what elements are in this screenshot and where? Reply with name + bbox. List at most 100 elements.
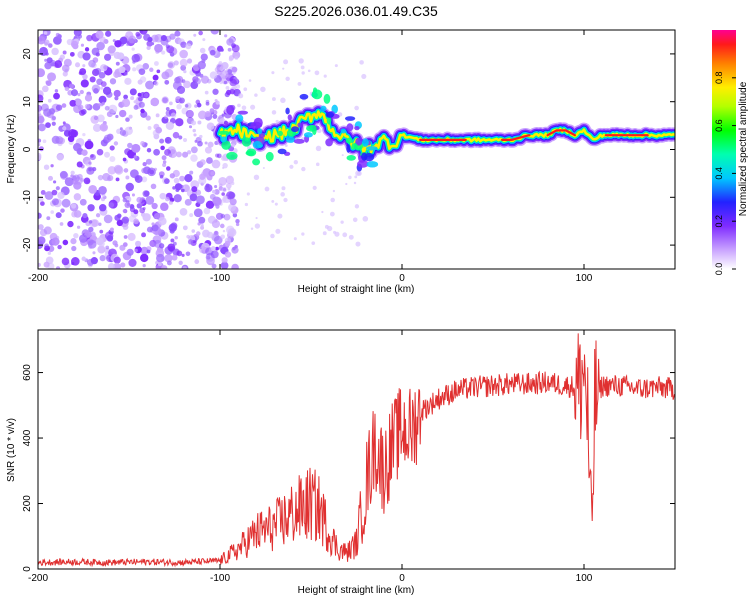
noise-blob xyxy=(79,89,84,95)
noise-blob xyxy=(114,214,121,221)
noise-blob xyxy=(59,222,64,226)
noise-blob xyxy=(197,140,203,147)
noise-blob xyxy=(280,192,285,197)
noise-blob xyxy=(71,211,78,218)
noise-blob xyxy=(173,194,182,203)
noise-blob xyxy=(348,175,352,180)
noise-blob xyxy=(275,228,281,234)
noise-blob xyxy=(169,173,176,179)
noise-blob xyxy=(67,220,74,228)
noise-blob xyxy=(354,204,360,209)
noise-blob xyxy=(210,246,216,252)
noise-blob xyxy=(102,86,112,95)
noise-blob xyxy=(133,104,139,110)
noise-blob xyxy=(235,222,240,227)
noise-blob xyxy=(152,74,159,81)
noise-blob xyxy=(100,197,106,202)
noise-blob xyxy=(183,80,191,89)
noise-blob xyxy=(122,242,128,247)
noise-blob xyxy=(88,220,93,224)
noise-blob xyxy=(147,36,153,43)
noise-blob xyxy=(100,81,107,87)
noise-blob xyxy=(342,232,348,238)
noise-blob xyxy=(38,111,41,117)
noise-blob xyxy=(222,166,225,170)
noise-blob xyxy=(38,123,46,132)
noise-blob xyxy=(56,266,61,269)
noise-blob xyxy=(107,166,117,175)
noise-blob xyxy=(103,214,113,224)
noise-blob xyxy=(223,213,231,221)
noise-blob xyxy=(194,77,201,85)
noise-blob xyxy=(214,185,218,189)
noise-blob xyxy=(140,141,145,146)
ridge-blob xyxy=(277,130,283,137)
noise-blob xyxy=(54,60,63,69)
noise-blob xyxy=(125,182,134,192)
noise-blob xyxy=(193,208,203,218)
noise-blob xyxy=(72,142,82,152)
noise-blob xyxy=(185,109,194,119)
noise-blob xyxy=(255,216,258,220)
spectrogram-x-axis: -200 -100 0 100 xyxy=(28,30,593,284)
noise-blob xyxy=(51,237,60,246)
noise-blob xyxy=(62,71,68,77)
noise-blob xyxy=(315,145,322,152)
noise-blob xyxy=(157,262,162,267)
noise-blob xyxy=(271,110,277,115)
noise-blob xyxy=(87,204,95,212)
noise-blob xyxy=(158,243,165,249)
noise-blob xyxy=(254,223,261,229)
noise-blob xyxy=(102,173,111,182)
noise-blob xyxy=(62,121,66,125)
noise-blob xyxy=(224,240,231,247)
noise-blob xyxy=(190,154,198,162)
noise-blob xyxy=(184,198,192,206)
noise-blob xyxy=(187,239,194,245)
noise-blob xyxy=(277,213,283,219)
y-tick-label: 20 xyxy=(22,48,33,60)
noise-blob xyxy=(345,182,348,186)
noise-blob xyxy=(225,182,232,189)
noise-blob xyxy=(204,184,213,193)
noise-blob xyxy=(250,227,254,230)
noise-blob xyxy=(39,228,48,237)
noise-blob xyxy=(50,62,56,67)
noise-blob xyxy=(48,43,53,48)
noise-blob xyxy=(142,264,146,268)
noise-blob xyxy=(146,40,153,47)
noise-blob xyxy=(114,96,119,101)
noise-blob xyxy=(199,173,206,180)
noise-blob xyxy=(88,59,96,68)
noise-blob xyxy=(200,53,208,61)
noise-blob xyxy=(221,257,228,264)
spectrogram-ridge-layer xyxy=(213,87,675,172)
noise-blob xyxy=(140,108,145,114)
ridge-blob xyxy=(325,138,333,147)
snr-panel: -200 -100 0 100 0 200 400 600 Height of straig… xyxy=(6,329,676,596)
noise-blob xyxy=(46,216,51,221)
x-tick-label: 0 xyxy=(399,273,405,284)
ridge-blob xyxy=(299,93,309,100)
ridge-blob xyxy=(291,126,300,133)
noise-blob xyxy=(139,253,149,263)
ridge-blob xyxy=(366,161,379,168)
noise-blob xyxy=(170,112,177,119)
noise-blob xyxy=(97,103,101,107)
noise-blob xyxy=(164,79,170,85)
noise-blob xyxy=(362,216,369,222)
noise-blob xyxy=(99,203,107,212)
noise-blob xyxy=(330,197,335,203)
noise-blob xyxy=(124,71,128,76)
noise-blob xyxy=(182,225,188,231)
ridge-blob xyxy=(235,114,244,123)
noise-blob xyxy=(145,158,152,165)
noise-blob xyxy=(301,71,305,75)
noise-blob xyxy=(168,200,173,205)
ridge-blob xyxy=(252,158,261,166)
noise-blob xyxy=(151,202,158,210)
noise-blob xyxy=(97,245,106,254)
noise-blob xyxy=(112,262,121,269)
noise-blob xyxy=(114,243,119,248)
noise-blob xyxy=(174,183,183,191)
